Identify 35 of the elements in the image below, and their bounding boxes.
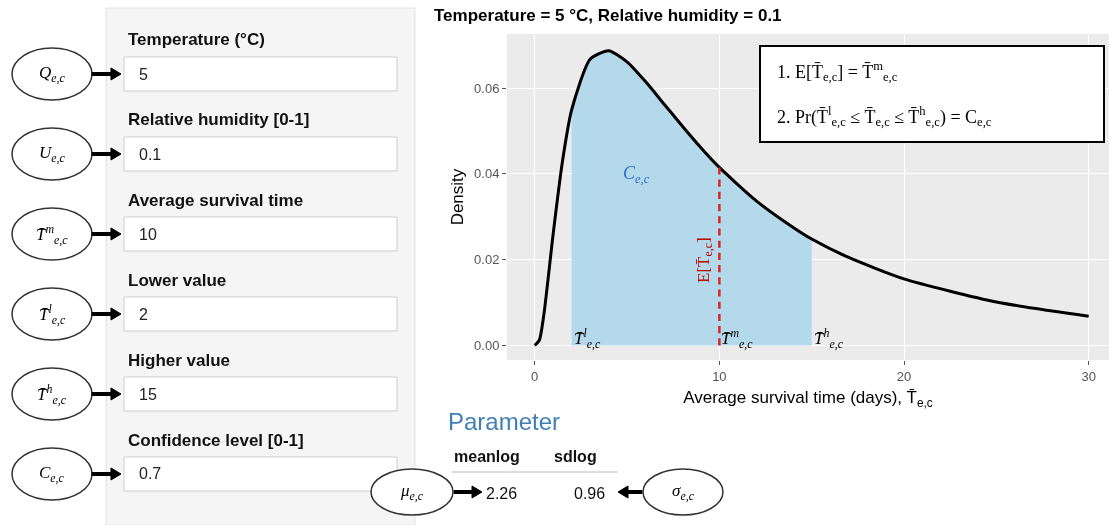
text: Q$_{e,c}$ — [39, 63, 66, 85]
x-tick-label: 0 — [531, 368, 539, 384]
y-tick-label: 0.02 — [474, 252, 500, 268]
text: Relative humidity [0-1] — [128, 110, 310, 129]
x-tick-label: 30 — [1081, 368, 1096, 384]
text: C$_{e,c}$ — [39, 463, 65, 485]
data-label: 2.26 — [486, 485, 518, 502]
x-axis-title: Average survival time (days), T̄$_{e,c}$ — [683, 388, 933, 410]
text: Higher value — [128, 351, 231, 370]
category-label: sdlog — [554, 448, 597, 465]
text: 2 — [139, 306, 148, 323]
text: Parameter — [448, 408, 561, 435]
text: 0.1 — [139, 146, 162, 163]
x-tick-label: 10 — [712, 368, 727, 384]
y-axis-title: Density — [447, 168, 467, 226]
text: U$_{e,c}$ — [39, 143, 66, 165]
x-tick-label: 20 — [896, 368, 912, 384]
text: 5 — [139, 66, 148, 83]
text: Temperature (°C) — [128, 30, 265, 49]
chart-title: Temperature = 5 °C, Relative humidity = 0.1 — [434, 6, 782, 25]
text: 15 — [139, 386, 157, 403]
text: σ$_{e,c}$ — [672, 481, 695, 503]
y-tick-label: 0.06 — [474, 80, 500, 96]
text: Average survival time — [128, 191, 304, 210]
text: 10 — [139, 226, 157, 243]
data-label: 0.96 — [574, 485, 606, 502]
text: Confidence level [0-1] — [128, 431, 304, 450]
text: 2. Pr(T̄$^{l}$$_{e,c}$ ≤ T̄$_{e,c}$ ≤ T̄$^{h}$$_{e,c}$) = C$_{e,c}$ — [777, 104, 992, 130]
text: Lower value — [128, 271, 227, 290]
category-label: meanlog — [454, 448, 520, 465]
text: μ$_{e,c}$ — [400, 481, 424, 503]
text: 0.7 — [139, 465, 162, 482]
y-tick-label: 0.04 — [474, 166, 500, 182]
y-tick-label: 0.00 — [474, 337, 500, 353]
annotation: C$_{e,c}$ — [623, 163, 650, 186]
